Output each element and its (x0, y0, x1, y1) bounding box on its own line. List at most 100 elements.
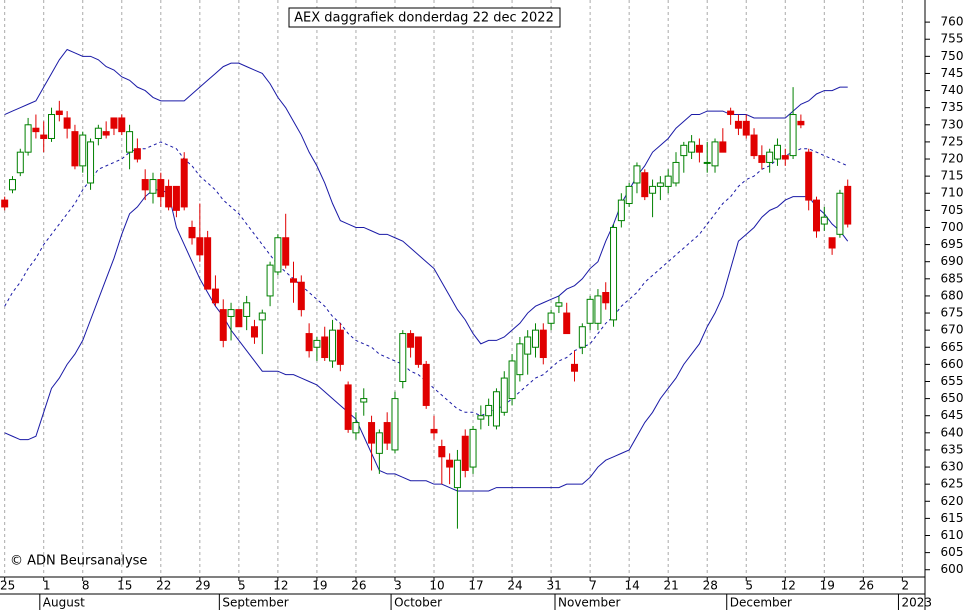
candle-body (250, 326, 258, 338)
candle-body (118, 117, 126, 133)
x-tick-label: 24 (507, 579, 522, 593)
y-tick-label: 615 (941, 511, 964, 525)
x-tick-label: 21 (664, 579, 679, 593)
candle-body (157, 179, 165, 198)
candle-body (695, 144, 703, 153)
candle-body (711, 141, 719, 167)
candle-body (758, 155, 766, 163)
candle-body (469, 428, 477, 468)
candle-body (126, 131, 134, 153)
x-tick-label: 25 (0, 579, 15, 593)
candle-body (485, 404, 493, 417)
candle-body (141, 179, 149, 191)
candle-body (477, 415, 485, 420)
y-tick-label: 655 (941, 374, 964, 388)
candle-body (407, 333, 415, 348)
candle-body (547, 312, 555, 324)
candle-body (391, 398, 399, 451)
candle-body (446, 459, 454, 468)
candle-body (165, 185, 173, 208)
month-label: December (730, 596, 792, 610)
x-tick-label: 19 (312, 579, 327, 593)
candle-body (688, 141, 696, 153)
candle-body (40, 134, 48, 139)
candle-body (641, 172, 649, 198)
x-tick-label: 12 (781, 579, 796, 593)
candle-body (321, 336, 329, 359)
candle-body (133, 148, 141, 160)
candle-body (781, 155, 789, 160)
candle-body (719, 141, 727, 153)
y-tick-label: 760 (941, 15, 964, 29)
month-label: September (222, 596, 288, 610)
candle-body (414, 336, 422, 365)
candle-body (500, 377, 508, 413)
candle-body (625, 185, 633, 205)
y-tick-label: 735 (941, 100, 964, 114)
candle-body (836, 192, 844, 235)
x-tick-label: 1 (43, 579, 51, 593)
y-tick-label: 685 (941, 271, 964, 285)
x-tick-label: 15 (117, 579, 132, 593)
candle-body (329, 329, 337, 362)
y-tick-label: 715 (941, 169, 964, 183)
y-tick-label: 705 (941, 203, 964, 217)
candle-body (383, 422, 391, 444)
candle-body (563, 312, 571, 335)
candle-body (789, 114, 797, 157)
y-tick-label: 720 (941, 152, 964, 166)
candle-body (48, 114, 56, 139)
candle-body (508, 360, 516, 400)
candle-body (16, 151, 24, 174)
y-tick-label: 750 (941, 49, 964, 63)
candle-body (211, 288, 219, 304)
x-tick-label: 22 (156, 579, 171, 593)
candle-body (274, 237, 282, 273)
y-tick-label: 645 (941, 408, 964, 422)
candle-body (219, 309, 227, 341)
y-tick-label: 730 (941, 117, 964, 131)
upper-band (4, 48, 848, 345)
middle-band (4, 141, 848, 417)
y-tick-label: 650 (941, 391, 964, 405)
candle-body (571, 363, 579, 372)
y-tick-label: 755 (941, 32, 964, 46)
candle-body (461, 435, 469, 471)
y-tick-label: 710 (941, 186, 964, 200)
candle-body (227, 309, 235, 317)
x-tick-label: 19 (820, 579, 835, 593)
x-tick-label: 7 (589, 579, 597, 593)
candle-body (727, 110, 735, 116)
candle-body (243, 302, 251, 317)
candle-body (188, 226, 196, 239)
month-label: November (558, 596, 620, 610)
y-tick-label: 625 (941, 477, 964, 491)
x-tick-label: 17 (468, 579, 483, 593)
candle-body (438, 446, 446, 458)
candle-body (149, 179, 157, 194)
candle-body (516, 343, 524, 376)
candle-body (94, 127, 102, 139)
y-tick-label: 725 (941, 134, 964, 148)
candle-body (87, 141, 95, 184)
y-tick-label: 695 (941, 237, 964, 251)
y-tick-label: 640 (941, 425, 964, 439)
chart-title: AEX daggrafiek donderdag 22 dec 2022 (294, 11, 554, 26)
candle-body (352, 422, 360, 434)
candle-body (649, 185, 657, 194)
x-tick-label: 28 (703, 579, 718, 593)
candle-body (172, 185, 180, 211)
y-tick-label: 680 (941, 288, 964, 302)
candle-body (399, 333, 407, 382)
candle-body (453, 459, 461, 489)
candle-body (524, 336, 532, 355)
candle-body (672, 161, 680, 184)
y-tick-label: 745 (941, 66, 964, 80)
candle-body (204, 237, 212, 290)
candle-body (617, 199, 625, 222)
x-tick-label: 31 (546, 579, 561, 593)
candle-body (430, 428, 438, 434)
month-label: October (394, 596, 442, 610)
candle-body (258, 312, 266, 321)
